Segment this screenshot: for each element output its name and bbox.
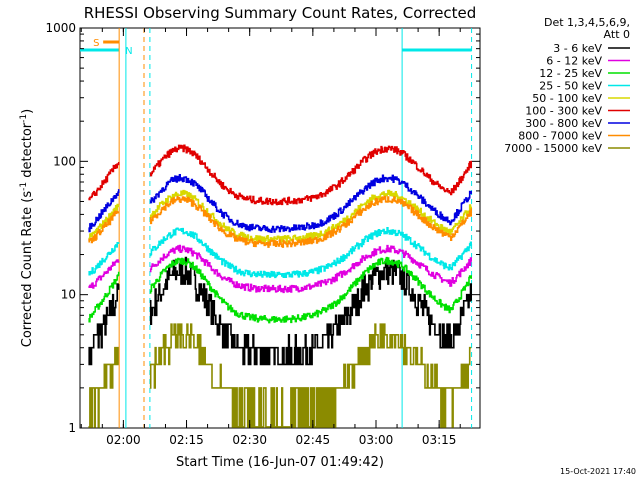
- x-tick-label: 02:15: [169, 433, 204, 447]
- x-tick-label: 02:45: [296, 433, 331, 447]
- legend-label: 50 - 100 keV: [532, 92, 602, 105]
- series-line-0: [88, 283, 120, 366]
- series-line-3: [149, 227, 472, 279]
- flag-bars: SN: [80, 28, 473, 428]
- series-line-5: [149, 144, 472, 206]
- flag-label-s: S: [93, 38, 99, 49]
- x-tick-label: 03:15: [422, 433, 457, 447]
- y-tick-label: 1000: [45, 21, 76, 35]
- series-line-5: [88, 162, 120, 201]
- series-line-7: [88, 210, 120, 244]
- legend-header-line1: Det 1,3,4,5,6,9,: [544, 16, 630, 29]
- series-group: [88, 144, 472, 428]
- y-tick-label: 10: [61, 288, 76, 302]
- y-axis-label-mid: detector: [20, 122, 35, 182]
- series-line-7: [149, 195, 472, 248]
- series-line-2: [88, 271, 120, 323]
- series-line-6: [149, 174, 472, 233]
- legend-label: 300 - 800 keV: [525, 117, 602, 130]
- y-tick-label: 1: [68, 421, 76, 435]
- x-axis-ticks: 02:00 02:15 02:30 02:45 03:00 03:15: [80, 28, 461, 447]
- series-line-8: [88, 346, 119, 428]
- series-line-1: [88, 259, 120, 289]
- y-axis-label-sup1: -1: [19, 182, 29, 191]
- y-axis-label: Corrected Count Rate (s-1 detector-1): [19, 109, 35, 347]
- y-axis-ticks: 1 10 100 1000: [45, 21, 480, 435]
- legend-label: 800 - 7000 keV: [518, 130, 602, 143]
- legend-label: 100 - 300 keV: [525, 105, 602, 118]
- legend-label: 25 - 50 keV: [539, 80, 602, 93]
- x-tick-label: 02:30: [232, 433, 267, 447]
- series-line-3: [88, 242, 120, 276]
- legend-label: 3 - 6 keV: [553, 42, 602, 55]
- x-tick-label: 02:00: [106, 433, 141, 447]
- x-axis-label: Start Time (16-Jun-07 01:49:42): [176, 455, 384, 470]
- y-axis-label-end: ): [20, 109, 35, 114]
- series-line-1: [149, 244, 472, 294]
- legend-header-line2: Att 0: [604, 28, 630, 41]
- chart-title: RHESSI Observing Summary Count Rates, Co…: [84, 4, 477, 22]
- plot-frame: [79, 27, 481, 429]
- series-line-0: [149, 256, 472, 366]
- x-tick-label: 03:00: [359, 433, 394, 447]
- legend-label: 6 - 12 keV: [546, 55, 602, 68]
- series-line-8: [149, 323, 472, 428]
- legend-label: 12 - 25 keV: [539, 67, 602, 80]
- y-tick-label: 100: [53, 154, 76, 168]
- series-line-6: [88, 189, 120, 233]
- series-line-4: [149, 189, 472, 244]
- y-axis-label-sup2: -1: [19, 114, 29, 123]
- legend-label: 7000 - 15000 keV: [504, 142, 602, 155]
- flag-label-n: N: [125, 46, 132, 57]
- footer-timestamp: 15-Oct-2021 17:40: [560, 467, 636, 476]
- series-line-2: [149, 256, 472, 324]
- y-axis-label-main: Corrected Count Rate (s: [20, 191, 35, 348]
